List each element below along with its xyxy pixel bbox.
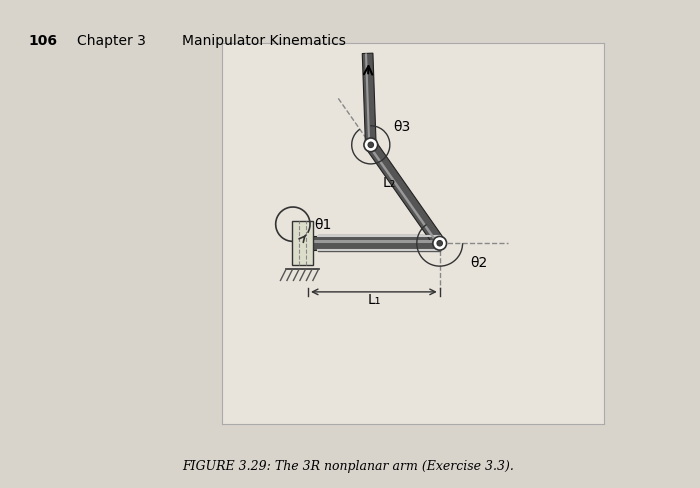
Polygon shape [363,54,376,146]
Circle shape [437,241,442,246]
Polygon shape [308,240,440,243]
Text: L₂: L₂ [382,176,396,190]
Text: θ1: θ1 [314,218,331,231]
Bar [292,222,313,265]
Text: θ3: θ3 [393,120,411,133]
Text: FIGURE 3.29: The 3R nonplanar arm (Exercise 3.3).: FIGURE 3.29: The 3R nonplanar arm (Exerc… [182,459,514,472]
Circle shape [368,143,374,148]
Circle shape [364,139,378,152]
Polygon shape [366,142,444,247]
Polygon shape [368,146,439,245]
Text: Manipulator Kinematics: Manipulator Kinematics [182,34,346,48]
Text: Chapter 3: Chapter 3 [77,34,146,48]
Circle shape [433,237,447,251]
Text: 106: 106 [28,34,57,48]
Text: L₁: L₁ [368,293,381,306]
Polygon shape [365,54,370,145]
Polygon shape [308,237,440,251]
Text: θ2: θ2 [470,256,487,269]
